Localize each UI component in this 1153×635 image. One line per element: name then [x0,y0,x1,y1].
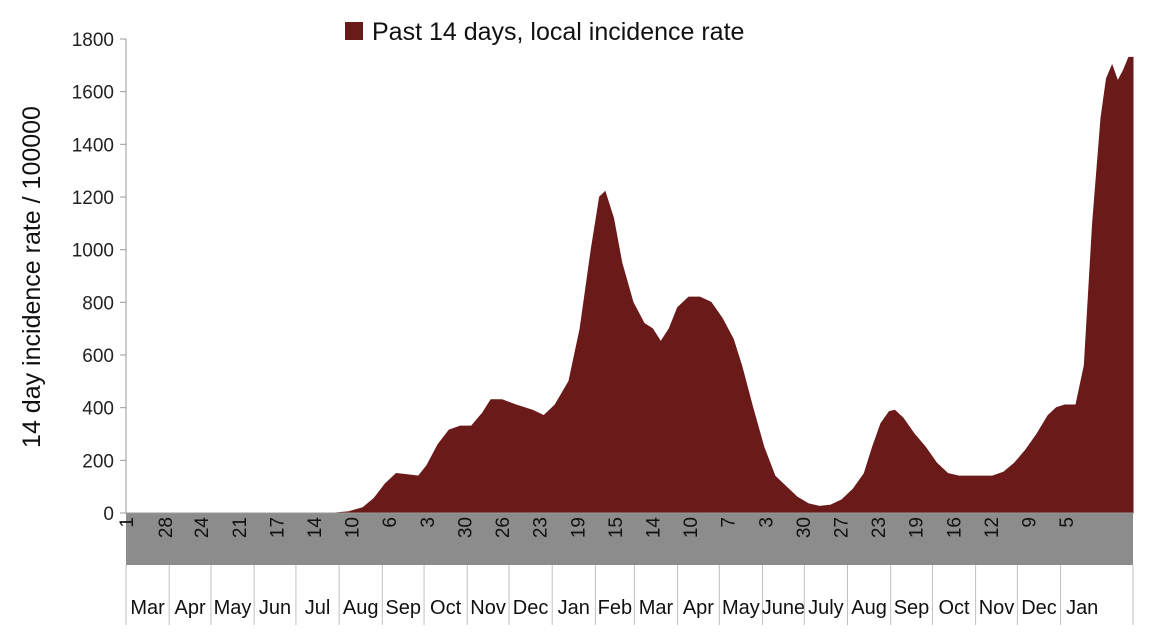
x-day-tick-label: 9 [1020,517,1041,528]
x-day-tick-label: 5 [1057,517,1078,528]
x-day-tick-label: 6 [380,517,401,528]
x-day-tick-label: 10 [681,517,702,538]
x-month-label: Mar [639,597,674,619]
x-month-label: Sep [894,597,930,619]
x-month-label: Dec [1021,597,1057,619]
x-day-tick-label: 15 [606,517,627,538]
x-day-tick-label: 30 [456,517,477,538]
legend-swatch [345,22,363,40]
x-day-tick-label: 3 [756,517,777,528]
x-axis: 1 28 24 21 17 14 10 6 3 30 26 23 19 15 14 10 7 3 30 27 23 19 1… [117,512,1134,625]
x-month-label: Oct [938,597,970,619]
legend-label: Past 14 days, local incidence rate [372,18,744,46]
y-tick-label: 600 [82,346,114,367]
y-tick-label: 400 [82,399,114,420]
x-month-label: Nov [979,597,1015,619]
legend: Past 14 days, local incidence rate [345,18,744,46]
x-day-tick-label: 14 [305,517,326,539]
x-month-label: Aug [343,597,379,619]
x-day-tick-label: 24 [192,517,213,539]
x-day-tick-label: 23 [531,517,552,538]
x-day-tick-label: 19 [907,517,928,538]
x-day-tick-label: 28 [156,517,177,538]
x-month-label: Aug [851,597,887,619]
x-month-label: July [808,597,844,619]
x-month-label: Dec [513,597,549,619]
x-month-label: Oct [430,597,462,619]
y-tick-label: 0 [103,504,114,525]
x-month-label: May [722,597,760,619]
series-area-0 [126,56,1134,514]
x-day-tick-label: 21 [230,517,251,538]
y-tick-label: 1000 [72,241,114,262]
y-tick-label: 1600 [72,83,114,104]
x-axis-band [126,513,1133,565]
y-tick-label: 1200 [72,188,114,209]
y-tick-label: 800 [82,293,114,314]
x-month-label: May [214,597,252,619]
x-day-tick-label: 12 [982,517,1003,538]
y-axis-label: 14 day incidence rate / 100000 [18,106,46,448]
x-month-label: Apr [175,597,206,619]
x-day-tick-label: 27 [832,517,853,538]
y-tick-labels: 0 200 400 600 800 1000 1200 1400 1600 1800 [72,30,127,525]
x-day-tick-label: 26 [493,517,514,538]
x-day-tick-label: 30 [794,517,815,538]
x-day-tick-label: 3 [418,517,439,528]
y-tick-label: 1800 [72,30,114,51]
x-day-tick-label: 19 [568,517,589,538]
x-month-label: Jan [558,597,590,619]
x-day-tick-label: 7 [719,517,740,528]
x-month-label: Jul [305,597,331,619]
x-day-tick-label: 17 [267,517,288,538]
y-tick-label: 1400 [72,135,114,156]
plot-area [126,56,1134,514]
x-month-label: Feb [598,597,632,619]
x-month-label: Jan [1066,597,1098,619]
x-month-label: Mar [130,597,165,619]
x-day-tick-label: 23 [869,517,890,538]
x-month-label: Apr [683,597,714,619]
x-day-tick-label: 14 [644,517,665,539]
x-month-label: June [762,597,805,619]
x-month-label: Jun [259,597,291,619]
y-tick-label: 200 [82,451,114,472]
x-month-label: Sep [385,597,421,619]
x-day-tick-label: 10 [343,517,364,538]
x-month-label: Nov [470,597,506,619]
x-day-tick-label: 1 [117,517,138,528]
x-day-tick-label: 16 [944,517,965,538]
